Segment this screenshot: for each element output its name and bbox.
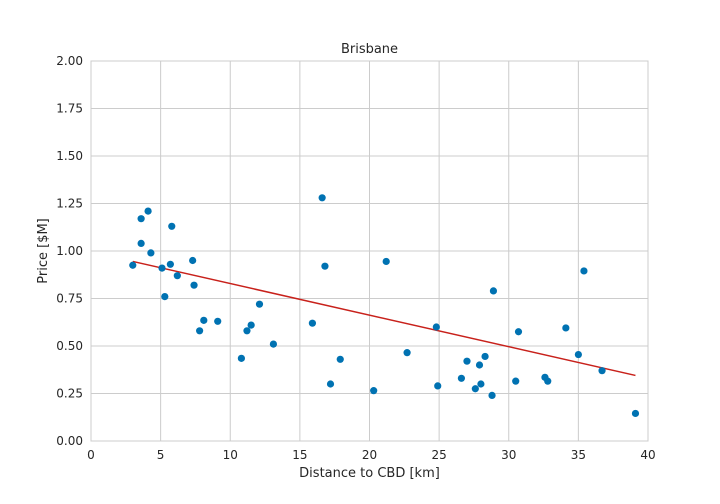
x-tick-label: 0 (87, 448, 95, 462)
data-point (382, 257, 390, 266)
data-point (403, 349, 411, 357)
x-tick-label: 30 (501, 448, 516, 462)
data-point (512, 377, 520, 385)
x-tick-label: 40 (640, 448, 655, 462)
data-point (168, 222, 176, 230)
y-axis-label: Price [$M] (36, 218, 51, 283)
data-point (269, 340, 278, 348)
axes-border (90, 60, 649, 442)
y-tick-label: 0.50 (56, 339, 83, 353)
data-point (137, 215, 145, 223)
data-point (321, 262, 329, 270)
x-tick-label: 15 (292, 448, 307, 462)
x-tick-label: 25 (431, 448, 446, 462)
data-point (370, 387, 378, 395)
data-point (147, 249, 155, 257)
x-tick-label: 35 (571, 448, 586, 462)
data-point (489, 287, 498, 295)
x-axis-label: Distance to CBD [km] (299, 466, 440, 481)
data-point (574, 350, 582, 359)
data-point (196, 327, 204, 335)
y-tick-label: 1.50 (56, 149, 83, 163)
data-point (471, 385, 479, 393)
data-point (189, 256, 197, 265)
data-point (481, 352, 489, 361)
data-point (326, 380, 335, 388)
data-point (158, 264, 166, 272)
plot-frame (90, 60, 649, 442)
data-point (544, 377, 552, 385)
x-tick-label: 20 (362, 448, 377, 462)
data-point (161, 293, 169, 301)
data-point (144, 207, 152, 215)
y-tick-label: 1.25 (56, 197, 83, 211)
data-point (214, 317, 222, 325)
data-point (475, 361, 484, 369)
y-tick-label: 0.75 (56, 292, 83, 306)
data-point (200, 316, 208, 324)
data-point (308, 319, 317, 327)
data-point (173, 272, 181, 280)
data-point (137, 239, 145, 247)
data-point (237, 354, 245, 362)
trend-line (132, 260, 636, 377)
data-point (477, 380, 485, 388)
data-point (598, 367, 606, 375)
data-point (243, 327, 251, 335)
data-point (432, 323, 440, 331)
data-point (247, 321, 255, 329)
y-axis-ticks: 0.00 0.25 0.50 0.75 1.00 1.25 1.50 1.75 2.00 (56, 54, 83, 448)
y-tick-label: 0.25 (56, 387, 83, 401)
data-point (463, 357, 471, 365)
y-tick-label: 2.00 (56, 54, 83, 68)
data-point (166, 260, 174, 268)
chart-title: Brisbane (341, 42, 398, 57)
data-point (562, 324, 570, 332)
data-point (434, 382, 442, 390)
y-tick-label: 0.00 (56, 434, 83, 448)
y-tick-label: 1.75 (56, 102, 83, 116)
x-tick-label: 5 (157, 448, 165, 462)
data-point (318, 194, 326, 202)
data-point (190, 281, 198, 289)
data-point (457, 374, 466, 382)
y-tick-label: 1.00 (56, 244, 83, 258)
data-point (631, 409, 640, 418)
data-point (580, 267, 588, 275)
data-point (514, 328, 523, 336)
x-tick-label: 10 (223, 448, 238, 462)
data-points (129, 194, 640, 418)
data-point (488, 391, 496, 399)
x-axis-ticks: 0 5 10 15 20 25 30 35 40 (87, 448, 655, 462)
data-point (336, 355, 344, 363)
data-point (129, 261, 137, 269)
data-point (255, 300, 264, 308)
